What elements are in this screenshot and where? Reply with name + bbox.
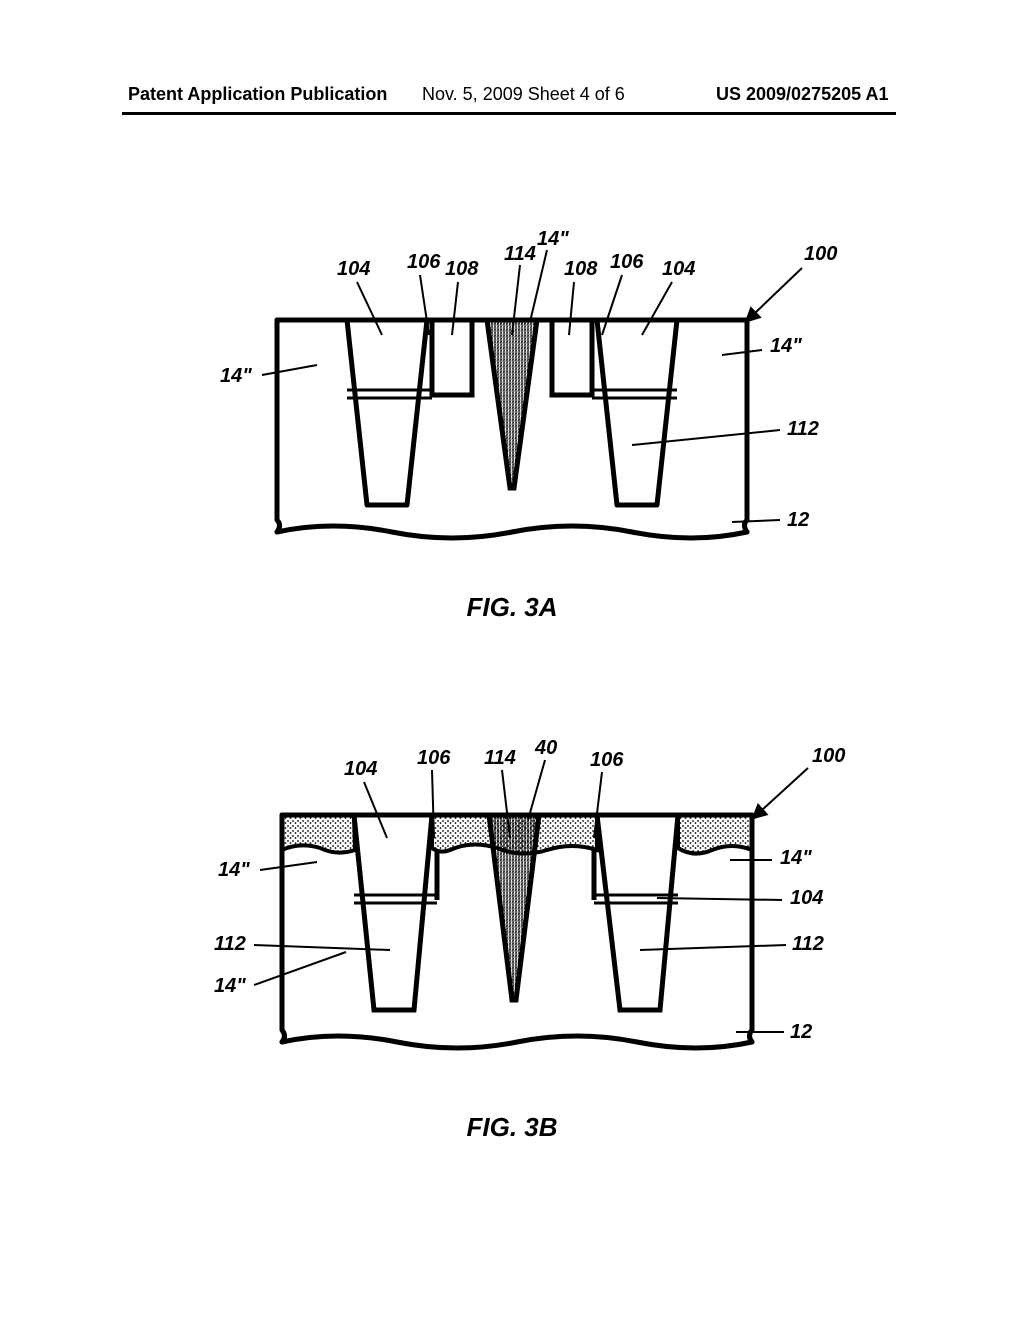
lbl-12: 12 — [787, 509, 809, 531]
lbl-114: 114 — [504, 243, 536, 265]
header-mid: Nov. 5, 2009 Sheet 4 of 6 — [422, 84, 625, 105]
lbl-104-l: 104 — [337, 258, 370, 280]
lblB-14r: 14" — [780, 847, 812, 869]
lblB-100: 100 — [812, 745, 845, 767]
header-left: Patent Application Publication — [128, 84, 387, 105]
header-right: US 2009/0275205 A1 — [716, 84, 888, 105]
figure-3b: 104 106 114 40 106 100 14" 14" 104 112 1… — [0, 720, 1024, 1190]
fig-3a-svg: 104 106 108 114 14" 108 106 104 100 14" … — [132, 220, 892, 580]
lblB-104r: 104 — [790, 887, 823, 909]
lbl-104-r: 104 — [662, 258, 695, 280]
lblB-14l: 14" — [218, 859, 250, 881]
lbl-106-r: 106 — [610, 251, 644, 273]
lblB-104-l: 104 — [344, 758, 377, 780]
fig-3b-svg: 104 106 114 40 106 100 14" 14" 104 112 1… — [132, 720, 892, 1100]
caption-3b: FIG. 3B — [0, 1112, 1024, 1143]
lblB-14lo: 14" — [214, 975, 246, 997]
lblB-12: 12 — [790, 1021, 812, 1043]
lblB-114: 114 — [484, 747, 516, 769]
header-rule — [122, 112, 896, 115]
lbl-14-top: 14" — [537, 228, 569, 250]
lblB-40: 40 — [534, 737, 557, 759]
figure-3a: 104 106 108 114 14" 108 106 104 100 14" … — [0, 220, 1024, 630]
lbl-108-r: 108 — [564, 258, 598, 280]
lblB-106-r: 106 — [590, 749, 624, 771]
lbl-108-l: 108 — [445, 258, 479, 280]
lbl-112: 112 — [787, 418, 819, 440]
lblB-112r: 112 — [792, 933, 824, 955]
lbl-14-l: 14" — [220, 365, 252, 387]
lbl-100: 100 — [804, 243, 837, 265]
lblB-106-l: 106 — [417, 747, 451, 769]
lbl-14-r: 14" — [770, 335, 802, 357]
lblB-112l: 112 — [214, 933, 246, 955]
lbl-106-l: 106 — [407, 251, 441, 273]
caption-3a: FIG. 3A — [0, 592, 1024, 623]
